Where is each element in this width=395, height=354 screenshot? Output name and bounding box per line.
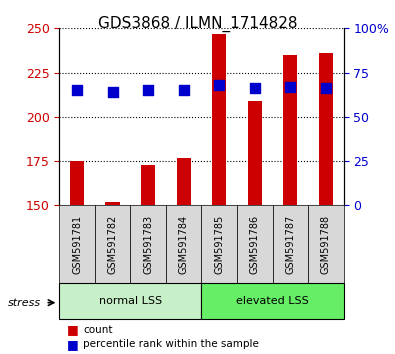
Text: percentile rank within the sample: percentile rank within the sample bbox=[83, 339, 259, 349]
Text: ■: ■ bbox=[67, 338, 79, 350]
Point bbox=[181, 87, 187, 93]
Text: GSM591786: GSM591786 bbox=[250, 215, 260, 274]
Bar bbox=[319, 53, 333, 205]
Bar bbox=[212, 34, 226, 205]
Text: GSM591785: GSM591785 bbox=[214, 215, 224, 274]
Bar bbox=[283, 55, 297, 205]
FancyBboxPatch shape bbox=[201, 205, 237, 283]
FancyBboxPatch shape bbox=[201, 283, 344, 319]
Point bbox=[74, 87, 80, 93]
FancyBboxPatch shape bbox=[237, 205, 273, 283]
Text: stress: stress bbox=[8, 298, 41, 308]
Point bbox=[252, 86, 258, 91]
Bar bbox=[70, 161, 84, 205]
FancyBboxPatch shape bbox=[273, 205, 308, 283]
Point bbox=[287, 84, 293, 90]
Bar bbox=[177, 158, 191, 205]
Text: GSM591783: GSM591783 bbox=[143, 215, 153, 274]
Point bbox=[145, 87, 151, 93]
Bar bbox=[141, 165, 155, 205]
FancyBboxPatch shape bbox=[166, 205, 201, 283]
Text: GSM591788: GSM591788 bbox=[321, 215, 331, 274]
FancyBboxPatch shape bbox=[308, 205, 344, 283]
FancyBboxPatch shape bbox=[130, 205, 166, 283]
Point bbox=[323, 86, 329, 91]
Text: GSM591782: GSM591782 bbox=[107, 215, 118, 274]
Bar bbox=[248, 101, 262, 205]
Text: normal LSS: normal LSS bbox=[99, 296, 162, 306]
Point bbox=[216, 82, 222, 88]
Bar bbox=[105, 202, 120, 205]
Text: count: count bbox=[83, 325, 113, 335]
Text: ■: ■ bbox=[67, 324, 79, 336]
Text: GDS3868 / ILMN_1714828: GDS3868 / ILMN_1714828 bbox=[98, 16, 297, 32]
FancyBboxPatch shape bbox=[95, 205, 130, 283]
FancyBboxPatch shape bbox=[59, 283, 201, 319]
FancyBboxPatch shape bbox=[59, 205, 95, 283]
Text: GSM591787: GSM591787 bbox=[285, 215, 295, 274]
Point bbox=[109, 89, 116, 95]
Text: elevated LSS: elevated LSS bbox=[236, 296, 309, 306]
Text: GSM591784: GSM591784 bbox=[179, 215, 189, 274]
Text: GSM591781: GSM591781 bbox=[72, 215, 82, 274]
